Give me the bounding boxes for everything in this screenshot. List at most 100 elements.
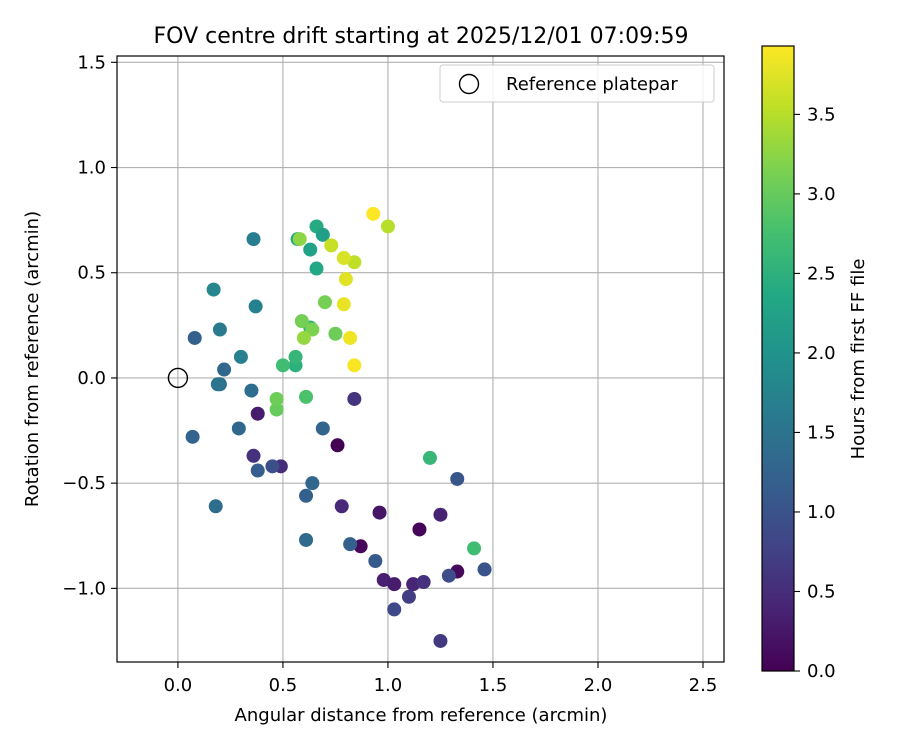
x-axis-label: Angular distance from reference (arcmin) (235, 705, 608, 726)
reference-platepar-marker (167, 367, 189, 389)
data-point (328, 326, 343, 341)
data-point (380, 219, 395, 234)
data-point (412, 522, 427, 537)
legend-marker (458, 73, 480, 95)
data-point (406, 577, 421, 592)
data-point (401, 589, 416, 604)
colorbar (761, 45, 795, 672)
data-point (288, 349, 303, 364)
data-point (336, 297, 351, 312)
data-point (275, 358, 290, 373)
data-point (324, 238, 339, 253)
data-point (387, 577, 402, 592)
data-point (212, 322, 227, 337)
data-point (433, 507, 448, 522)
y-axis-ticks: −1.0 −0.5 0.0 0.5 1.0 1.5 (62, 52, 117, 599)
data-point (231, 421, 246, 436)
colorbar-tick-label: 2.0 (807, 343, 836, 364)
y-tick-label: 0.0 (77, 368, 106, 389)
x-tick-label: 1.0 (374, 675, 403, 696)
data-point (233, 349, 248, 364)
data-point (315, 421, 330, 436)
data-point (441, 568, 456, 583)
data-point (338, 272, 353, 287)
data-point (317, 295, 332, 310)
data-point (185, 429, 200, 444)
data-points (185, 206, 492, 648)
data-point (467, 541, 482, 556)
data-point (422, 450, 437, 465)
data-point (376, 572, 391, 587)
y-tick-label: 1.0 (77, 158, 106, 179)
data-point (334, 499, 349, 514)
x-tick-label: 0.5 (269, 675, 298, 696)
data-point (210, 377, 225, 392)
x-axis-ticks: 0.0 0.5 1.0 1.5 2.0 2.5 (164, 662, 718, 696)
data-point (299, 532, 314, 547)
data-point (269, 402, 284, 417)
chart-title: FOV centre drift starting at 2025/12/01 … (154, 24, 689, 49)
colorbar-tick-label: 2.5 (807, 263, 836, 284)
data-point (450, 471, 465, 486)
data-point (187, 330, 202, 345)
data-point (347, 255, 362, 270)
x-tick-label: 2.5 (689, 675, 718, 696)
grid-lines (117, 56, 724, 662)
data-point (372, 505, 387, 520)
reference-marker-layer (167, 367, 189, 389)
x-tick-label: 0.0 (164, 675, 193, 696)
data-point (299, 488, 314, 503)
colorbar-tick-label: 1.0 (807, 502, 836, 523)
colorbar-tick-label: 3.5 (807, 104, 836, 125)
data-point (368, 554, 383, 568)
data-point (294, 314, 309, 329)
data-point (303, 242, 318, 257)
data-point (217, 362, 232, 377)
legend: Reference platepar (439, 64, 715, 103)
data-point (353, 539, 368, 554)
data-point (246, 232, 261, 247)
colorbar-tick-label: 1.5 (807, 422, 836, 443)
data-point (347, 391, 362, 406)
colorbar-label: Hours from first FF file (848, 259, 869, 460)
data-point (250, 463, 265, 478)
data-point (347, 358, 362, 373)
data-point (269, 391, 284, 406)
x-tick-label: 2.0 (584, 675, 613, 696)
data-point (330, 438, 345, 453)
data-point (206, 282, 221, 297)
data-point (250, 406, 265, 421)
data-point (336, 251, 351, 265)
data-point (366, 206, 381, 221)
legend-label: Reference platepar (506, 74, 678, 95)
y-tick-label: 1.5 (77, 52, 106, 73)
legend-box (439, 64, 715, 103)
x-tick-label: 1.5 (479, 675, 508, 696)
colorbar-tick-label: 0.5 (807, 581, 836, 602)
data-point (248, 299, 263, 314)
data-point (296, 330, 311, 345)
data-point (315, 227, 330, 242)
data-point (343, 537, 358, 552)
data-point (433, 633, 448, 648)
colorbar-ticks: 0.0 0.5 1.0 1.5 2.0 2.5 3.0 3.5 (794, 104, 836, 682)
data-point (309, 261, 324, 276)
data-point (244, 383, 259, 398)
data-point (343, 330, 358, 345)
y-tick-label: −0.5 (62, 473, 106, 494)
colorbar-tick-label: 0.0 (807, 661, 836, 682)
data-point (477, 562, 492, 577)
y-tick-label: −1.0 (62, 578, 106, 599)
data-point (305, 476, 320, 491)
colorbar-tick-label: 3.0 (807, 184, 836, 205)
data-point (299, 389, 314, 404)
data-point (387, 602, 402, 617)
plot-frame (116, 55, 725, 663)
data-point (265, 459, 280, 474)
y-tick-label: 0.5 (77, 263, 106, 284)
data-point (292, 232, 307, 247)
data-point (246, 448, 261, 463)
data-point (416, 575, 431, 590)
y-axis-label: Rotation from reference (arcmin) (22, 211, 43, 507)
